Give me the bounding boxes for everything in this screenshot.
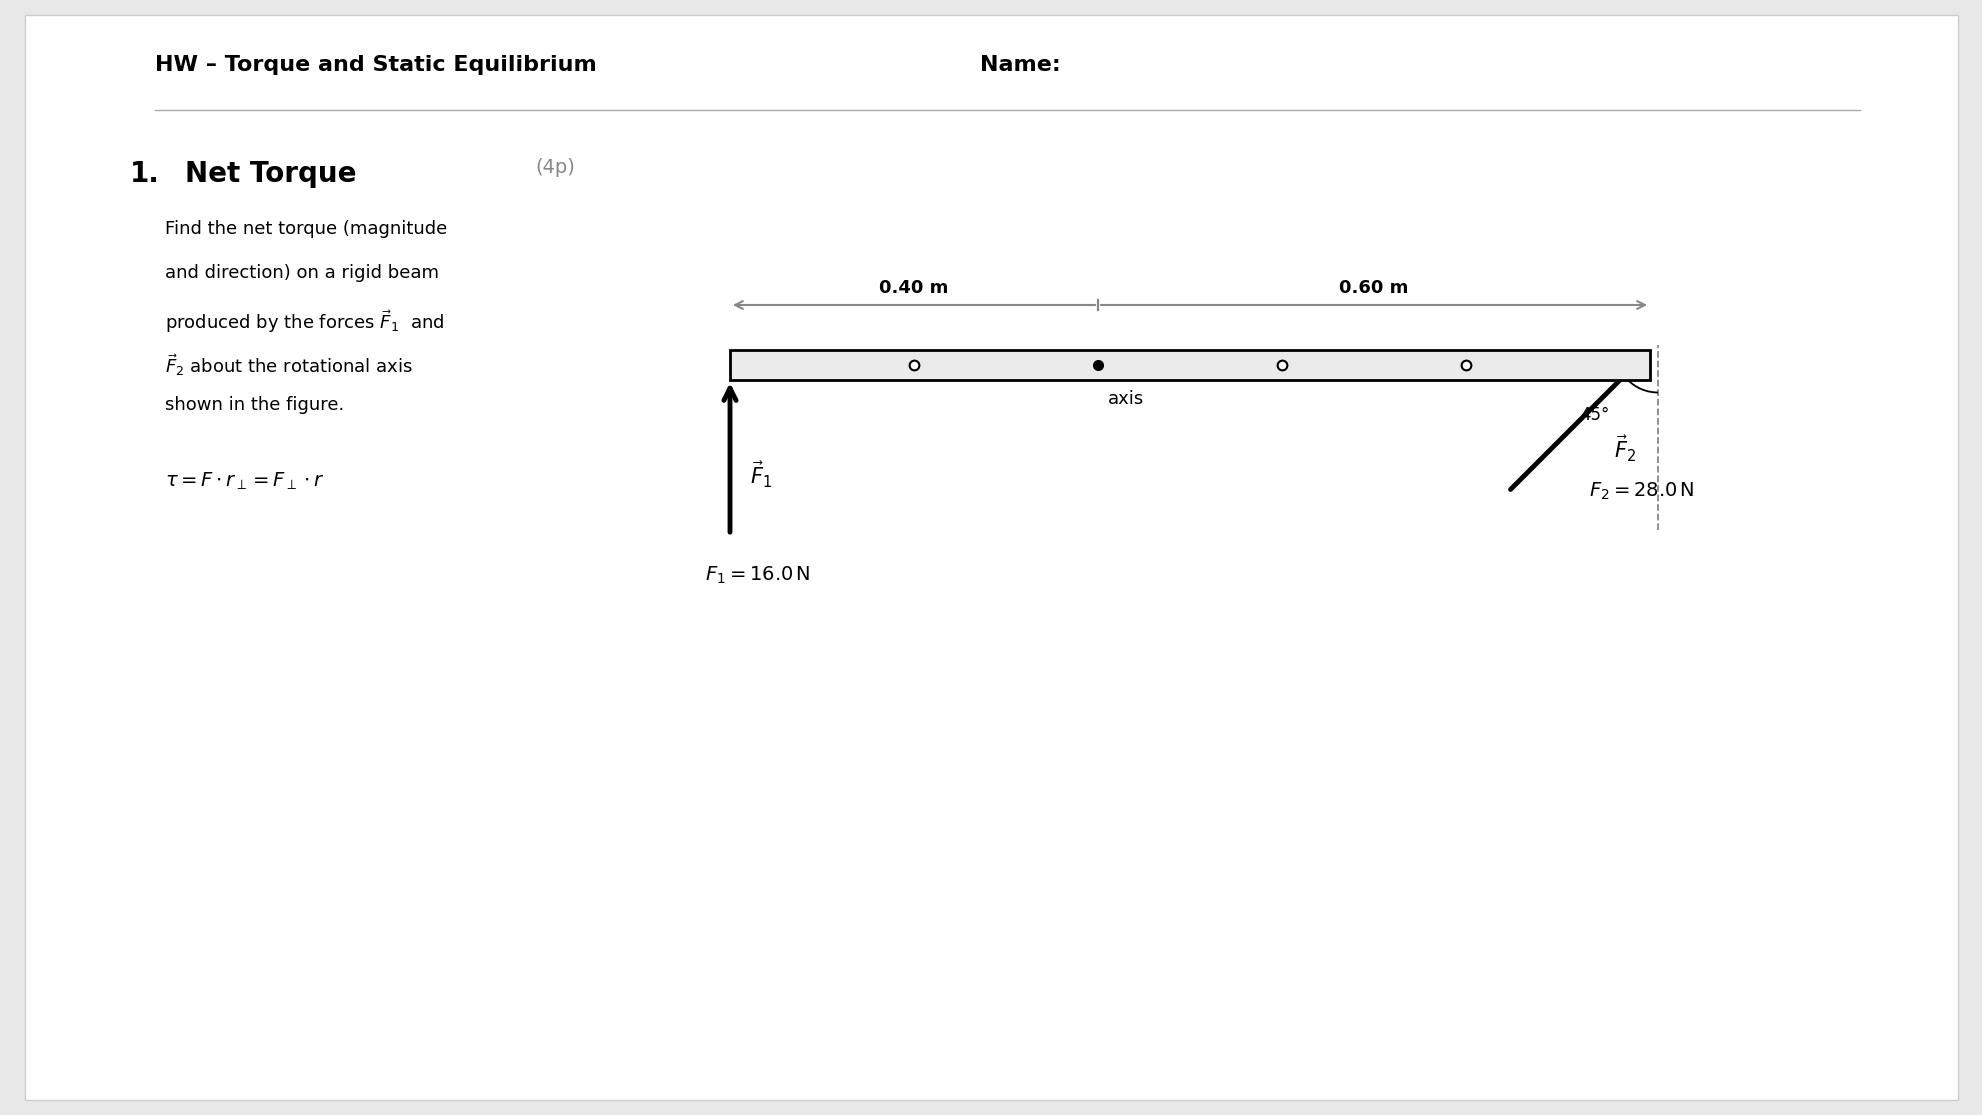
Text: HW – Torque and Static Equilibrium: HW – Torque and Static Equilibrium (155, 55, 597, 75)
Text: $\tau = F \cdot r_\perp = F_\perp \cdot r$: $\tau = F \cdot r_\perp = F_\perp \cdot … (165, 471, 325, 492)
Text: 1.: 1. (131, 159, 161, 188)
Text: $\vec{F}_1$: $\vec{F}_1$ (749, 459, 771, 491)
Text: and direction) on a rigid beam: and direction) on a rigid beam (165, 264, 438, 282)
Text: $F_1 =16.0\,\mathrm{N}$: $F_1 =16.0\,\mathrm{N}$ (706, 565, 811, 586)
Text: (4p): (4p) (535, 158, 575, 177)
Text: Find the net torque (magnitude: Find the net torque (magnitude (165, 220, 448, 237)
Text: $F_2 = 28.0\,\mathrm{N}$: $F_2 = 28.0\,\mathrm{N}$ (1588, 481, 1695, 502)
Text: $\vec{F}_2$: $\vec{F}_2$ (1613, 434, 1635, 464)
Text: 0.40 m: 0.40 m (878, 279, 947, 297)
Text: produced by the forces $\vec{F}_1$  and: produced by the forces $\vec{F}_1$ and (165, 308, 444, 334)
Text: Name:: Name: (979, 55, 1060, 75)
Text: axis: axis (1108, 390, 1144, 408)
Bar (729, 350, 1649, 380)
Text: shown in the figure.: shown in the figure. (165, 396, 345, 414)
Text: $\vec{F}_2$ about the rotational axis: $\vec{F}_2$ about the rotational axis (165, 352, 412, 378)
Text: 0.60 m: 0.60 m (1338, 279, 1407, 297)
Text: 45°: 45° (1580, 406, 1609, 424)
Text: Net Torque: Net Torque (184, 159, 357, 188)
